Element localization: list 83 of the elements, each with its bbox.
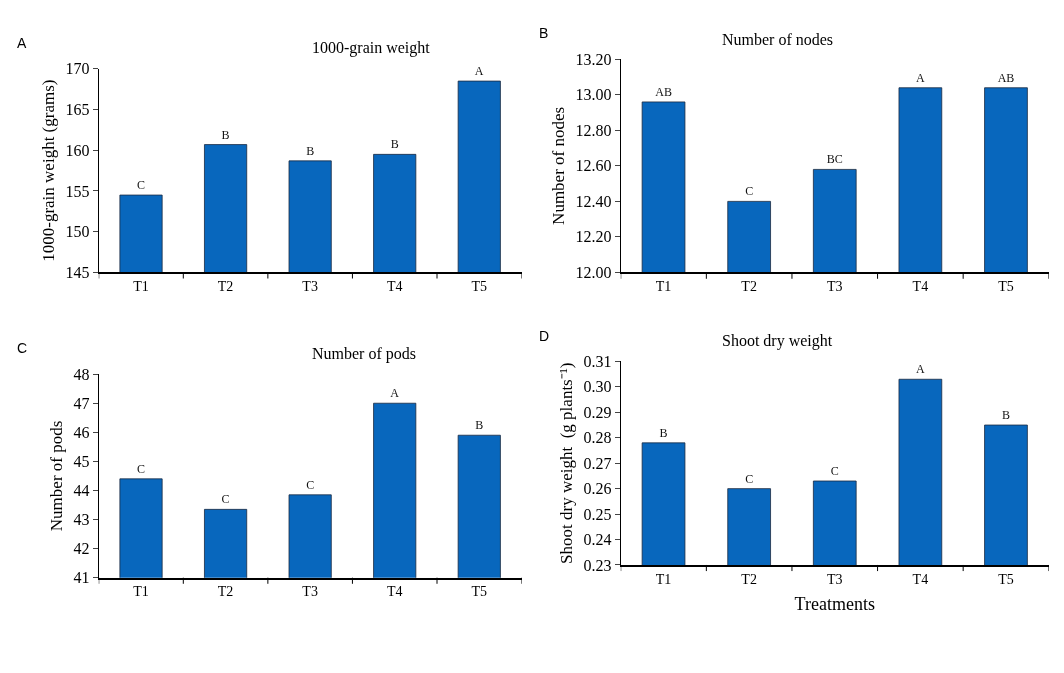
x-tick-label: T3 (302, 278, 318, 294)
y-tick-label: 0.28 (583, 429, 612, 447)
y-tick-label: 12.80 (575, 121, 612, 139)
x-tick-label: T1 (133, 278, 149, 294)
x-tick-label: T3 (826, 278, 843, 294)
data-label: AB (655, 84, 672, 99)
x-tick-label: T4 (386, 278, 403, 294)
chart-title: 1000-grain weight (312, 39, 431, 57)
y-tick-label: 0.26 (583, 480, 612, 498)
x-tick-label: T5 (998, 278, 1014, 294)
y-tick-label: 155 (65, 182, 90, 200)
y-tick-label: 42 (73, 540, 90, 558)
data-label: C (137, 178, 146, 193)
data-label: C (745, 184, 754, 199)
x-tick-label: T2 (217, 278, 234, 294)
y-tick-label: 12.40 (575, 192, 612, 210)
data-label: BC (826, 152, 843, 167)
y-tick-label: 47 (73, 394, 90, 412)
y-tick-label: 0.27 (583, 454, 612, 472)
y-tick-label: 150 (65, 223, 90, 241)
data-label: C (221, 492, 230, 507)
data-label: B (1001, 408, 1010, 423)
y-tick-label: 145 (65, 264, 90, 281)
x-tick-label: T3 (302, 584, 318, 600)
y-tick-label: 12.00 (575, 264, 612, 281)
data-label: B (306, 143, 315, 158)
x-tick-label: T5 (471, 584, 488, 600)
x-tick-label: T2 (741, 571, 757, 587)
data-label: AB (997, 70, 1015, 85)
x-tick-label: T1 (655, 278, 672, 294)
y-tick-label: 46 (73, 423, 90, 441)
y-tick-label: 170 (65, 60, 90, 78)
y-tick-label: 41 (73, 569, 90, 587)
x-tick-label: T5 (471, 278, 488, 294)
x-tick-label: T2 (741, 278, 757, 294)
y-tick-label: 13.00 (575, 86, 612, 104)
data-label: A (915, 70, 925, 85)
text: A (17, 35, 27, 51)
data-label: B (659, 425, 668, 440)
text: C (17, 340, 28, 356)
y-tick-label: 45 (73, 452, 90, 470)
y-axis-title: Number of pods (47, 420, 67, 532)
data-label: A (390, 386, 400, 401)
y-tick-label: 48 (73, 365, 90, 383)
y-tick-label: 13.20 (575, 50, 612, 68)
x-tick-label: T1 (133, 584, 149, 600)
y-tick-label: 12.60 (575, 157, 612, 175)
data-label: B (475, 418, 484, 433)
y-tick-label: 12.20 (575, 228, 612, 246)
y-tick-label: 0.29 (583, 403, 612, 421)
x-tick-label: T1 (655, 571, 672, 587)
y-tick-label: 43 (73, 511, 90, 529)
data-label: C (745, 471, 754, 486)
x-tick-label: T4 (386, 584, 403, 600)
data-label: C (306, 477, 315, 492)
chart-title: Shoot dry weight (722, 332, 833, 350)
y-tick-label: 0.30 (583, 378, 612, 396)
data-label: B (221, 127, 230, 142)
x-tick-label: T4 (912, 571, 929, 587)
text: B (539, 25, 549, 41)
y-tick-label: 160 (65, 141, 90, 159)
text: D (539, 328, 550, 344)
x-tick-label: T3 (826, 571, 843, 587)
data-label: A (915, 362, 925, 377)
y-tick-label: 0.23 (583, 556, 612, 574)
y-tick-label: 0.31 (583, 353, 612, 371)
data-label: A (474, 64, 484, 79)
chart-title: Number of nodes (722, 31, 834, 48)
y-tick-label: 0.25 (583, 505, 612, 523)
chart-title: Number of pods (312, 345, 416, 363)
y-tick-label: 165 (65, 101, 90, 119)
data-label: C (830, 464, 839, 479)
y-tick-label: 44 (73, 482, 90, 500)
y-tick-label: 0.24 (583, 531, 612, 549)
y-axis-title: Number of nodes (549, 106, 569, 225)
y-axis-title: Shoot dry weight (g plants⁻¹) (557, 362, 577, 564)
x-tick-label: T4 (912, 278, 929, 294)
x-tick-label: T2 (217, 584, 234, 600)
data-label: C (137, 461, 146, 476)
y-axis-title: 1000-grain weight (grams) (39, 79, 59, 262)
data-label: B (390, 137, 399, 152)
x-tick-label: T5 (998, 571, 1014, 587)
x-axis-title: Treatments (794, 594, 875, 615)
